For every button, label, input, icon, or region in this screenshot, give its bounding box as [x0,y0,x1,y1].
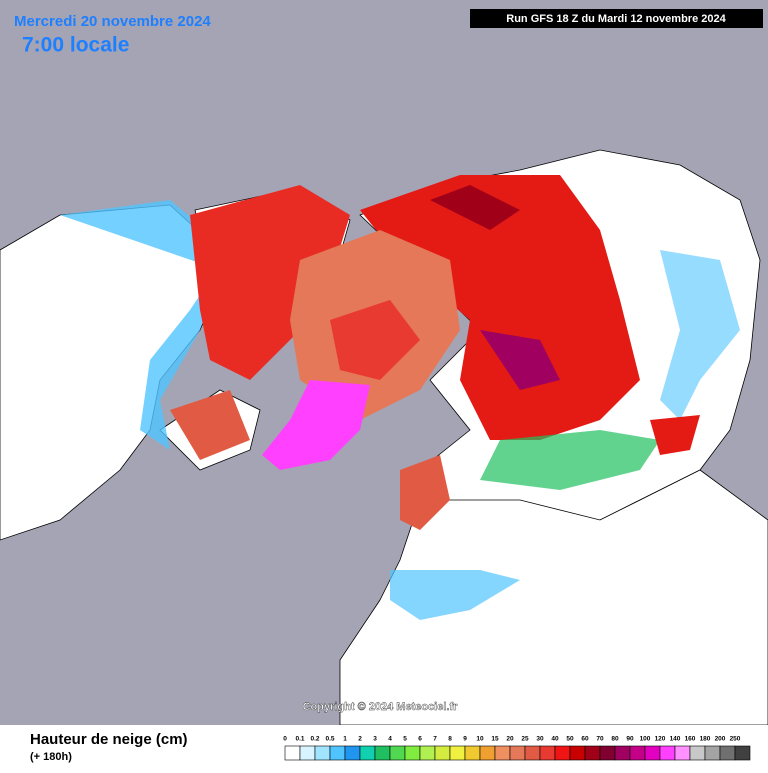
copyright: Copyright © 2024 Meteociel.fr [303,701,459,713]
legend-swatch [629,745,646,761]
legend-swatch [644,745,661,761]
legend-swatch [314,745,331,761]
legend-label: 15 [491,736,499,743]
legend-label: 25 [521,736,529,743]
legend-label: 20 [506,736,514,743]
legend-label: 0.1 [295,736,304,743]
legend-label: 0.2 [310,736,319,743]
legend-swatch [554,745,571,761]
legend-swatch [434,745,451,761]
legend-label: 4 [388,736,392,743]
legend-label: 180 [700,736,711,743]
legend-swatch [509,745,526,761]
legend-label: 1 [343,736,347,743]
legend-label: 120 [655,736,666,743]
legend-label: 5 [403,736,407,743]
legend-swatch [404,745,421,761]
legend-label: 10 [476,736,484,743]
legend-swatch [599,745,616,761]
legend-swatch [464,745,481,761]
snow-cover [60,175,740,620]
legend-swatch [539,745,556,761]
legend-swatch [359,745,376,761]
legend-label: 3 [373,736,377,743]
legend-label: 60 [581,736,589,743]
run-box [470,9,763,28]
legend-label: 100 [640,736,651,743]
legend-label: 90 [626,736,634,743]
legend-swatch [689,745,706,761]
legend-label: 40 [551,736,559,743]
legend-swatch [284,745,301,761]
legend-swatch [299,745,316,761]
legend-swatch [674,745,691,761]
legend-label: 250 [730,736,741,743]
legend-swatch [659,745,676,761]
legend-label: 200 [715,736,726,743]
legend-swatch [329,745,346,761]
legend-label: 80 [611,736,619,743]
legend-label: 50 [566,736,574,743]
legend-scale: 0 0.1 0.2 0.5 1 2 3 4 5 6 7 8 9 10 15 20 25 30 40 50 60 70 80 9… [283,736,751,761]
legend-swatch [419,745,436,761]
legend-label: 8 [448,736,452,743]
legend-swatch [614,745,631,761]
legend-swatch [704,745,721,761]
legend-label: 160 [685,736,696,743]
legend-label: 0 [283,736,287,743]
legend-label: 0.5 [325,736,334,743]
legend-label: 70 [596,736,604,743]
legend-label: 30 [536,736,544,743]
legend-label: 6 [418,736,422,743]
legend-swatch [449,745,466,761]
date: Mercredi 20 novembre 2024 [14,13,211,30]
time: 7:00 locale [22,34,129,57]
legend-swatch [734,745,751,761]
legend-swatch [524,745,541,761]
legend-subtitle: (+ 180h) [30,751,72,763]
legend-label: 9 [463,736,467,743]
legend-swatch [389,745,406,761]
legend-swatch [569,745,586,761]
legend-swatch [344,745,361,761]
run-label: Run GFS 18 Z du Mardi 12 novembre 2024 [506,13,726,25]
legend-swatch [479,745,496,761]
legend-swatch [584,745,601,761]
legend-label: 2 [358,736,362,743]
legend-swatch [374,745,391,761]
legend-swatch [494,745,511,761]
legend-label: 7 [433,736,437,743]
legend-swatch [719,745,736,761]
legend-title: Hauteur de neige (cm) [30,731,188,748]
legend-label: 140 [670,736,681,743]
